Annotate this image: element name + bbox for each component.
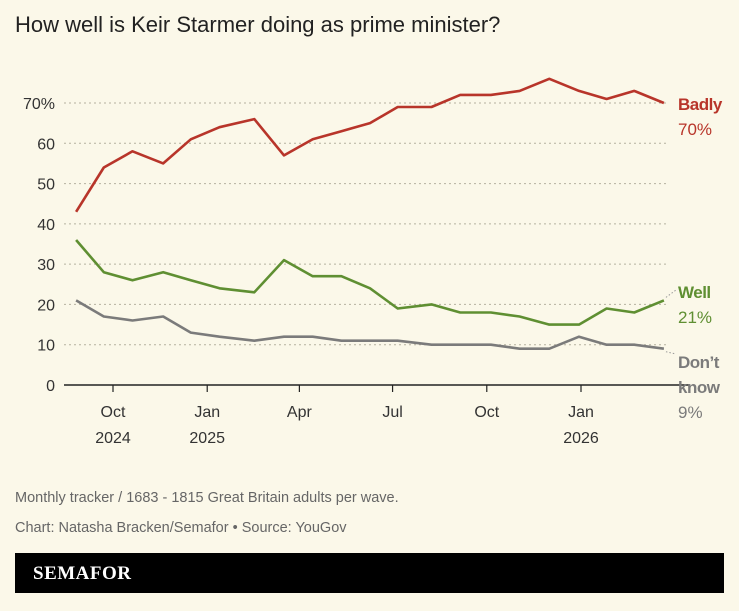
label-leader xyxy=(665,351,677,355)
x-tick-label: Oct xyxy=(474,404,499,421)
x-tick-label: 2026 xyxy=(563,430,599,447)
label-leader xyxy=(665,289,677,298)
x-tick-label: Jan xyxy=(194,404,220,421)
series-name-label: Well xyxy=(678,283,711,302)
series-line xyxy=(74,77,665,213)
series-line xyxy=(75,299,665,351)
y-tick-label: 0 xyxy=(46,378,55,395)
series-name-label: Don’t xyxy=(678,353,720,372)
x-tick-label: 2025 xyxy=(189,430,225,447)
series-value-label: 70% xyxy=(678,120,712,139)
series-name-label: Badly xyxy=(678,95,723,114)
x-tick-label: 2024 xyxy=(95,430,131,447)
series-name-label: know xyxy=(678,378,721,397)
y-tick-label: 10 xyxy=(37,338,55,355)
chart-credit: Chart: Natasha Bracken/Semafor • Source:… xyxy=(15,520,347,536)
semafor-logo: SEMAFOR xyxy=(33,563,132,584)
y-tick-label: 60 xyxy=(37,136,55,153)
y-tick-label: 40 xyxy=(37,217,55,234)
brand-bar: SEMAFOR xyxy=(15,553,724,593)
x-tick-label: Oct xyxy=(101,404,126,421)
y-tick-label: 50 xyxy=(37,177,55,194)
x-tick-label: Jul xyxy=(382,404,402,421)
series-value-label: 21% xyxy=(678,308,712,327)
x-tick-label: Jan xyxy=(568,404,594,421)
chart-title: How well is Keir Starmer doing as prime … xyxy=(15,12,501,37)
x-tick-label: Apr xyxy=(287,404,313,421)
series-line xyxy=(75,239,665,326)
line-chart: 0 10 20 30 40 50 60 70% Oct 2024 Jan 2025 Apr Jul Oct J… xyxy=(23,77,723,447)
y-tick-label: 30 xyxy=(37,257,55,274)
y-tick-label: 70% xyxy=(23,96,55,113)
y-tick-label: 20 xyxy=(37,297,55,314)
series-value-label: 9% xyxy=(678,403,703,422)
chart-note: Monthly tracker / 1683 - 1815 Great Brit… xyxy=(15,490,399,506)
